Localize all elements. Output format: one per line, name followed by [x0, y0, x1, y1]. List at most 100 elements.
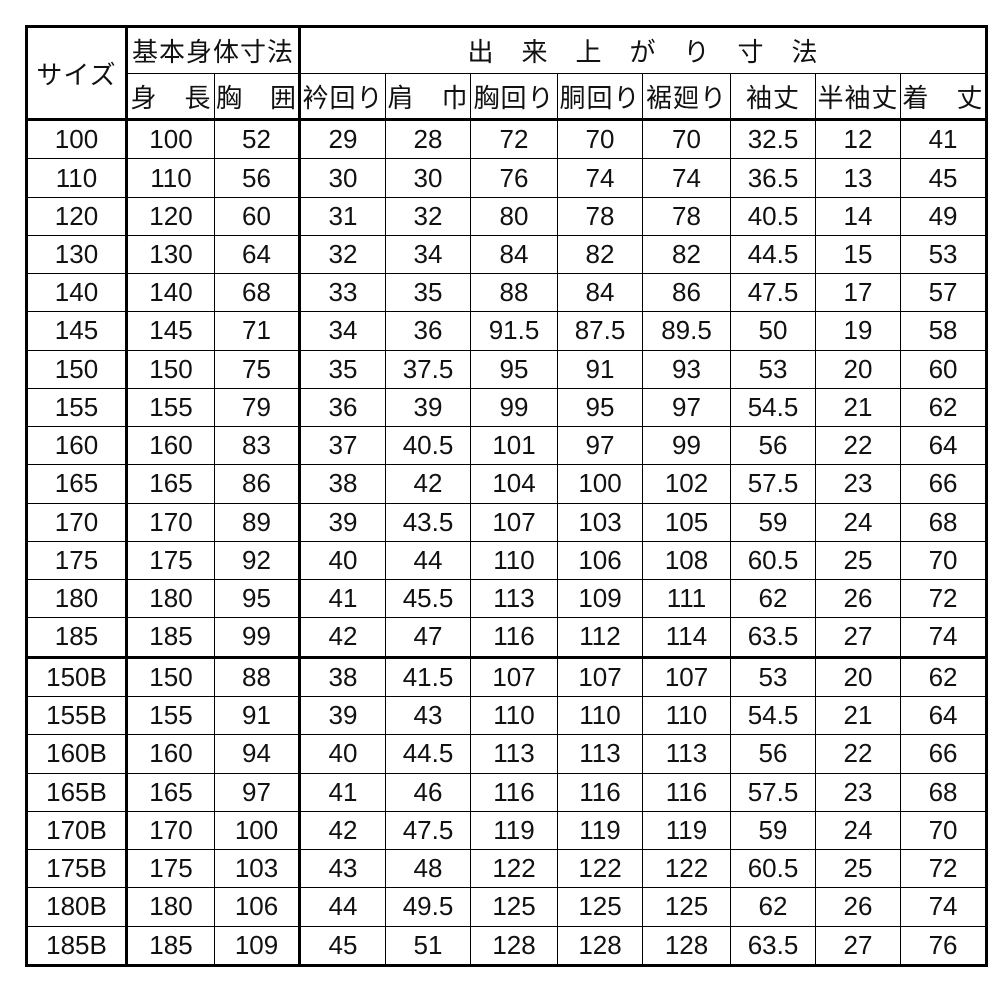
value-cell: 150 [126, 349, 215, 389]
value-cell: 128 [470, 925, 559, 967]
value-cell: 109 [213, 925, 302, 967]
size-cell: 155 [26, 387, 128, 428]
col-header-waist: 胴回り [557, 73, 644, 120]
value-cell: 14 [815, 196, 902, 236]
value-cell: 160 [126, 426, 215, 466]
value-cell: 57 [900, 273, 988, 313]
header-size: サイズ [26, 26, 128, 120]
value-cell: 78 [557, 196, 644, 236]
value-cell: 71 [213, 311, 302, 351]
value-cell: 99 [642, 426, 732, 466]
value-cell: 111 [642, 578, 732, 619]
value-cell: 93 [642, 349, 732, 389]
value-cell: 24 [815, 810, 902, 851]
value-cell: 29 [299, 118, 387, 160]
value-cell: 44.5 [730, 234, 817, 275]
size-cell: 180B [26, 887, 128, 927]
table-header: サイズ 基本身体寸法 出 来 上 が り 寸 法 身 長 胸 囲 衿回り 肩 巾… [26, 26, 988, 120]
value-cell: 45 [900, 158, 988, 198]
value-cell: 72 [900, 578, 988, 619]
value-cell: 119 [642, 810, 732, 851]
size-cell: 150B [26, 656, 128, 698]
value-cell: 36 [385, 311, 472, 351]
value-cell: 70 [900, 810, 988, 851]
value-cell: 47.5 [385, 810, 472, 851]
size-cell: 185B [26, 925, 128, 967]
table-row: 100 100 52 29 28 72 70 70 32.5 12 41 [26, 118, 988, 160]
value-cell: 12 [815, 118, 902, 160]
value-cell: 106 [213, 887, 302, 927]
value-cell: 38 [299, 656, 387, 698]
value-cell: 27 [815, 925, 902, 967]
value-cell: 119 [557, 810, 644, 851]
size-cell: 100 [26, 118, 128, 160]
value-cell: 21 [815, 387, 902, 428]
value-cell: 119 [470, 810, 559, 851]
size-cell: 170 [26, 502, 128, 542]
value-cell: 88 [213, 656, 302, 698]
value-cell: 60 [213, 196, 302, 236]
value-cell: 110 [470, 696, 559, 736]
value-cell: 86 [213, 464, 302, 504]
col-header-height: 身 長 [126, 73, 215, 120]
value-cell: 64 [900, 696, 988, 736]
value-cell: 89 [213, 502, 302, 542]
value-cell: 59 [730, 810, 817, 851]
value-cell: 101 [470, 426, 559, 466]
value-cell: 40.5 [385, 426, 472, 466]
table-row: 155 155 79 36 39 99 95 97 54.5 21 62 [26, 387, 988, 428]
value-cell: 45.5 [385, 578, 472, 619]
value-cell: 180 [126, 887, 215, 927]
value-cell: 36.5 [730, 158, 817, 198]
value-cell: 37.5 [385, 349, 472, 389]
value-cell: 35 [299, 349, 387, 389]
value-cell: 125 [557, 887, 644, 927]
value-cell: 74 [557, 158, 644, 198]
value-cell: 66 [900, 464, 988, 504]
value-cell: 48 [385, 849, 472, 889]
value-cell: 185 [126, 925, 215, 967]
value-cell: 113 [470, 578, 559, 619]
value-cell: 13 [815, 158, 902, 198]
size-cell: 170B [26, 810, 128, 851]
col-header-hem: 裾廻り [642, 73, 732, 120]
table-row: 145 145 71 34 36 91.5 87.5 89.5 50 19 58 [26, 311, 988, 351]
value-cell: 33 [299, 273, 387, 313]
value-cell: 107 [470, 656, 559, 698]
value-cell: 40.5 [730, 196, 817, 236]
value-cell: 23 [815, 772, 902, 812]
value-cell: 25 [815, 849, 902, 889]
value-cell: 26 [815, 578, 902, 619]
size-cell: 145 [26, 311, 128, 351]
col-header-shoulder-width: 肩 巾 [385, 73, 472, 120]
value-cell: 24 [815, 502, 902, 542]
value-cell: 42 [385, 464, 472, 504]
value-cell: 22 [815, 426, 902, 466]
table-row: 185 185 99 42 47 116 112 114 63.5 27 74 [26, 617, 988, 658]
value-cell: 105 [642, 502, 732, 542]
value-cell: 39 [385, 387, 472, 428]
size-cell: 150 [26, 349, 128, 389]
value-cell: 74 [900, 617, 988, 658]
value-cell: 56 [730, 426, 817, 466]
value-cell: 49.5 [385, 887, 472, 927]
value-cell: 108 [642, 540, 732, 581]
value-cell: 62 [900, 387, 988, 428]
value-cell: 116 [642, 772, 732, 812]
value-cell: 32 [385, 196, 472, 236]
value-cell: 70 [642, 118, 732, 160]
table-row: 150B 150 88 38 41.5 107 107 107 53 20 62 [26, 656, 988, 698]
value-cell: 125 [470, 887, 559, 927]
value-cell: 103 [213, 849, 302, 889]
value-cell: 145 [126, 311, 215, 351]
value-cell: 74 [900, 887, 988, 927]
value-cell: 63.5 [730, 617, 817, 658]
value-cell: 78 [642, 196, 732, 236]
value-cell: 83 [213, 426, 302, 466]
value-cell: 112 [557, 617, 644, 658]
value-cell: 41 [299, 772, 387, 812]
value-cell: 50 [730, 311, 817, 351]
value-cell: 76 [470, 158, 559, 198]
value-cell: 42 [299, 617, 387, 658]
b-size-rows: 150B 150 88 38 41.5 107 107 107 53 20 62 155B 155 91 3… [26, 656, 988, 967]
